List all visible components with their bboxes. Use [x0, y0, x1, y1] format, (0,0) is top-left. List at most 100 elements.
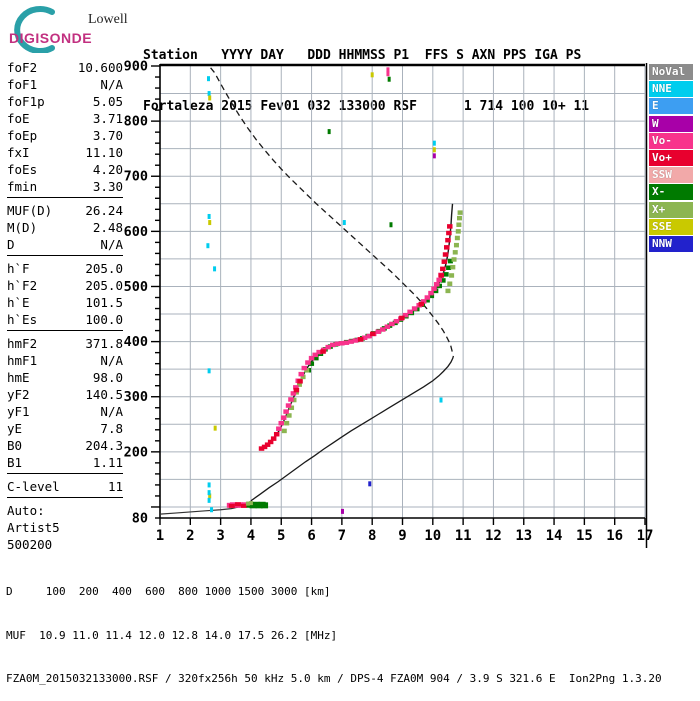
o-trace-red-blocks [258, 224, 453, 451]
param-label: foEs [7, 162, 38, 177]
logo-digisonde-text: DIGISONDE [9, 30, 93, 46]
param-row-hf2: h`F2 205.0 [7, 277, 123, 294]
o-trace-pink-blocks [276, 272, 444, 431]
param-row-he: h`E 101.5 [7, 294, 123, 311]
legend-item-noval: NoVal [649, 64, 693, 80]
param-label: Auto: [7, 503, 45, 518]
param-row-b1: B1 1.11 [7, 454, 123, 471]
legend-item-vo: Vo- [649, 132, 693, 149]
echo-type-legend: NoVal NNE E W Vo- Vo+ SSW X- X+ SSE NNW [649, 64, 694, 253]
param-row-foes: foEs 4.20 [7, 161, 123, 178]
param-row-fof2: foF2 10.600 [7, 59, 123, 76]
param-row-yf2: yF2 140.5 [7, 386, 123, 403]
svg-text:6: 6 [307, 528, 315, 544]
y-axis-ticks: 900 800 700 600 500 400 300 200 80 [124, 59, 160, 527]
param-value: 3.71 [92, 111, 123, 126]
svg-text:900: 900 [124, 59, 148, 75]
param-label: yF1 [7, 404, 30, 419]
param-row-hmf2: hmF2 371.8 [7, 335, 123, 352]
param-row-hf: h`F 205.0 [7, 260, 123, 277]
param-value: 204.3 [85, 438, 123, 453]
param-value: 1.11 [92, 455, 123, 470]
svg-text:80: 80 [132, 511, 148, 527]
svg-text:600: 600 [124, 224, 148, 240]
muf-distance-line: D 100 200 400 600 800 1000 1500 3000 [km… [6, 585, 331, 598]
logo-lowell-text: Lowell [88, 12, 128, 27]
svg-text:13: 13 [515, 528, 532, 544]
svg-text:14: 14 [546, 528, 563, 544]
param-label: h`Es [7, 312, 38, 327]
svg-text:17: 17 [637, 528, 654, 544]
muf-values-line: MUF 10.9 11.0 11.4 12.0 12.8 14.0 17.5 2… [6, 628, 338, 642]
param-label: B0 [7, 438, 23, 453]
svg-text:3: 3 [216, 528, 224, 544]
x-trace-light-blocks [281, 210, 463, 434]
param-value: 100.0 [85, 312, 123, 327]
svg-text:8: 8 [368, 528, 376, 544]
noise-specks [206, 67, 443, 514]
plot-gridlines [160, 66, 646, 518]
param-row-artist5: Artist5 [7, 519, 123, 536]
param-row-ye: yE 7.8 [7, 420, 123, 437]
param-label: foF2 [7, 60, 38, 75]
svg-text:400: 400 [124, 334, 148, 350]
param-label: foEp [7, 128, 38, 143]
param-label: D [7, 237, 15, 252]
file-info-line: FZA0M_2015032133000.RSF / 320fx256h 50 k… [6, 672, 662, 685]
param-label: C-level [7, 479, 60, 494]
svg-text:200: 200 [124, 444, 148, 460]
param-label: MUF(D) [7, 203, 53, 218]
svg-text:12: 12 [485, 528, 502, 544]
param-row-d: D N/A [7, 236, 123, 253]
ionogram-screen: { "logo": {"line1": "Lowell", "line2": "… [6, 5, 694, 685]
svg-text:500: 500 [124, 279, 148, 295]
param-row-fof1p: foF1p 5.05 [7, 93, 123, 110]
legend-item-sse: SSE [649, 218, 693, 235]
param-value: 11 [107, 479, 123, 494]
svg-text:11: 11 [455, 528, 472, 544]
svg-text:4: 4 [247, 528, 255, 544]
param-label: hmE [7, 370, 30, 385]
digisonde-logo: Lowell DIGISONDE [8, 5, 148, 54]
es-trace-light-blocks [245, 501, 253, 506]
x-axis-ticks: 1 2 3 4 5 6 7 8 9 10 11 12 13 14 15 16 17 [156, 518, 654, 544]
svg-text:15: 15 [576, 528, 593, 544]
svg-text:2: 2 [186, 528, 194, 544]
param-value: 4.20 [92, 162, 123, 177]
param-row-mufd: MUF(D) 26.24 [7, 202, 123, 219]
svg-text:9: 9 [398, 528, 406, 544]
svg-text:10: 10 [424, 528, 441, 544]
panel-divider [7, 473, 123, 478]
panel-divider [7, 497, 123, 502]
svg-text:300: 300 [124, 389, 148, 405]
param-value: 3.70 [92, 128, 123, 143]
panel-divider [7, 330, 123, 335]
svg-text:1: 1 [156, 528, 164, 544]
param-value: 11.10 [85, 145, 123, 160]
param-value: N/A [100, 237, 123, 252]
legend-item-e: E [649, 98, 693, 115]
param-label: yE [7, 421, 23, 436]
param-row-md: M(D) 2.48 [7, 219, 123, 236]
param-label: Artist5 [7, 520, 60, 535]
param-row-foep: foEp 3.70 [7, 127, 123, 144]
parameter-panel: foF2 10.600 foF1 N/A foF1p 5.05 foE 3.71 foEp 3.7… [7, 59, 123, 553]
param-value: 98.0 [92, 370, 123, 385]
param-row-fxi: fxI 11.10 [7, 144, 123, 161]
x-trace-dark-blocks [306, 258, 453, 373]
param-value: 205.0 [85, 261, 123, 276]
param-value: N/A [100, 404, 123, 419]
param-value: 205.0 [85, 278, 123, 293]
legend-item-nnw: NNW [649, 235, 693, 252]
panel-divider [7, 255, 123, 260]
logo-arc-icon [14, 6, 55, 54]
param-row-foe: foE 3.71 [7, 110, 123, 127]
legend-item-x: X+ [649, 201, 693, 218]
param-value: 26.24 [85, 203, 123, 218]
header-block: Station YYYY DAY DDD HHMMSS P1 FFS S AXN… [143, 13, 589, 132]
param-value: 140.5 [85, 387, 123, 402]
profile-and-muf-curves [159, 65, 455, 515]
param-label: foF1p [7, 94, 45, 109]
legend-item-ssw: SSW [649, 167, 693, 184]
